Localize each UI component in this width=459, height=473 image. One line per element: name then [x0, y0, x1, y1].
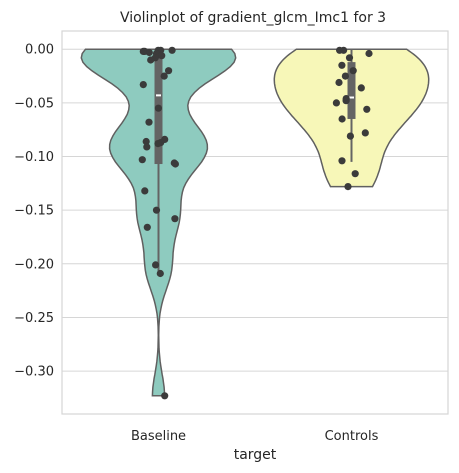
data-point	[171, 160, 179, 168]
data-point	[332, 99, 340, 107]
y-tick-label: −0.25	[14, 311, 54, 326]
data-point	[158, 52, 166, 60]
y-tick-label: −0.15	[14, 204, 54, 219]
data-point	[154, 104, 162, 112]
data-point	[344, 183, 352, 191]
violin-layer	[80, 48, 430, 397]
data-point	[168, 46, 176, 54]
y-tick-label: −0.05	[14, 96, 54, 111]
y-tick-label: 0.00	[25, 43, 54, 58]
iqr-box	[347, 62, 356, 119]
data-point	[349, 67, 357, 75]
data-point	[145, 48, 153, 57]
data-point	[152, 206, 161, 214]
data-point	[361, 129, 369, 137]
data-point	[156, 269, 164, 278]
data-point	[138, 156, 146, 164]
point-layer	[138, 46, 373, 400]
data-point	[346, 132, 354, 140]
data-point	[338, 115, 346, 123]
data-point	[160, 72, 168, 80]
data-point	[357, 84, 365, 92]
x-tick-label: Controls	[325, 429, 379, 444]
data-point	[154, 140, 162, 148]
data-point	[341, 72, 349, 80]
x-tick-label: Baseline	[131, 429, 186, 444]
data-point	[147, 56, 155, 64]
data-point	[338, 157, 346, 165]
data-point	[139, 81, 147, 89]
data-point	[351, 170, 359, 178]
data-point	[143, 223, 151, 231]
data-point	[171, 215, 179, 223]
data-point	[161, 392, 169, 400]
data-point	[342, 97, 350, 105]
y-tick-label: −0.20	[14, 257, 54, 272]
x-axis-label: target	[234, 447, 277, 463]
data-point	[165, 67, 173, 75]
chart-title: Violinplot of gradient_glcm_Imc1 for 3	[120, 10, 386, 26]
data-point	[141, 187, 149, 195]
data-point	[338, 61, 346, 69]
data-point	[365, 49, 373, 58]
data-point	[145, 118, 153, 126]
y-tick-label: −0.30	[14, 365, 54, 380]
data-point	[336, 46, 344, 54]
data-point	[152, 261, 160, 269]
data-point	[142, 137, 150, 146]
tick-layer: 0.00 −0.05 −0.10 −0.15 −0.20 −0.25 −0.30 Baseli…	[14, 43, 378, 444]
data-point	[335, 78, 343, 87]
data-point	[363, 105, 371, 113]
plot-frame	[61, 30, 449, 415]
y-tick-label: −0.10	[14, 150, 54, 165]
data-point	[345, 54, 354, 62]
data-point	[139, 47, 147, 56]
data-point	[143, 143, 151, 151]
